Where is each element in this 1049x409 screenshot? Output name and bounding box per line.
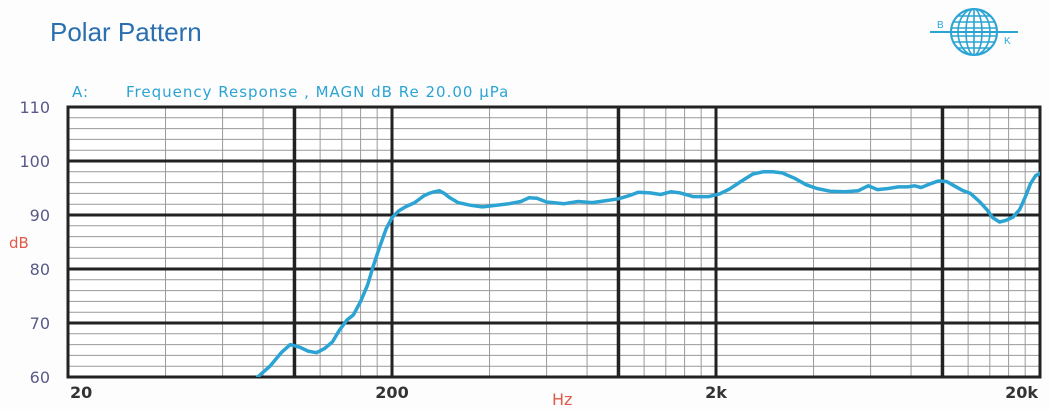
x-tick-label: 20k [1005,383,1038,402]
x-tick-label: 2k [705,383,727,402]
plot-frame [66,105,1042,379]
y-tick-label: 110 [19,98,50,117]
chart-header-text: Frequency Response , MAGN dB Re 20.00 μP… [126,83,509,101]
y-tick-label: 80 [30,260,50,279]
y-tick-label: 90 [30,206,50,225]
y-tick-label: 70 [30,314,50,333]
logo-letter-k: K [1004,36,1011,47]
y-axis-label: dB [9,234,29,252]
x-axis-label: Hz [552,390,572,409]
y-tick-label: 100 [19,152,50,171]
x-tick-label: 20 [70,383,92,402]
brand-logo-globe-icon: B K [930,8,1018,56]
series-line [255,170,1040,377]
logo-letter-b: B [937,20,944,31]
x-tick-label: 200 [375,383,408,402]
y-tick-labels: 60 70 80 90 100 110 [19,98,50,387]
y-tick-label: 60 [30,368,50,387]
x-tick-labels: 20 200 2k 20k [70,383,1038,402]
page-title: Polar Pattern [50,17,202,47]
plot-background [68,107,1040,377]
chart-header-prefix: A: [72,83,89,101]
